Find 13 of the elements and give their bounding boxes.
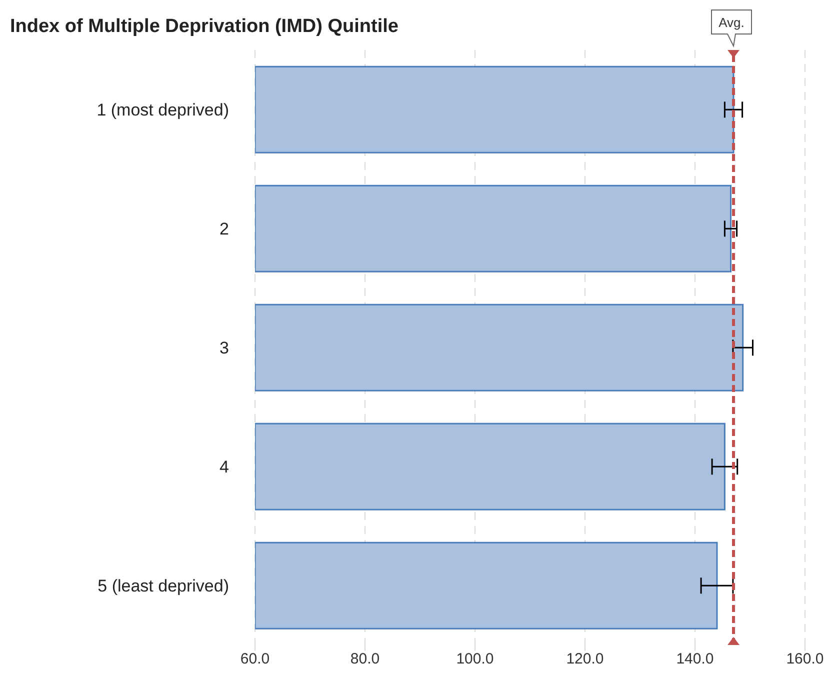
y-tick-label: 3 [220, 338, 229, 358]
x-tick-label: 60.0 [240, 650, 270, 668]
y-tick-label: 2 [220, 220, 229, 239]
x-tick-label: 120.0 [566, 650, 604, 668]
ref-line-label: Avg. [718, 15, 744, 30]
x-tick-label: 160.0 [786, 650, 824, 668]
x-tick-label: 100.0 [456, 650, 494, 668]
x-tick-label: 80.0 [350, 650, 380, 668]
x-tick-label: 140.0 [676, 650, 714, 668]
y-tick-label: 4 [220, 458, 229, 477]
y-tick-label: 1 (most deprived) [96, 100, 229, 120]
y-tick-label: 5 (least deprived) [98, 576, 229, 596]
chart-title: Index of Multiple Deprivation (IMD) Quintile [10, 16, 398, 38]
